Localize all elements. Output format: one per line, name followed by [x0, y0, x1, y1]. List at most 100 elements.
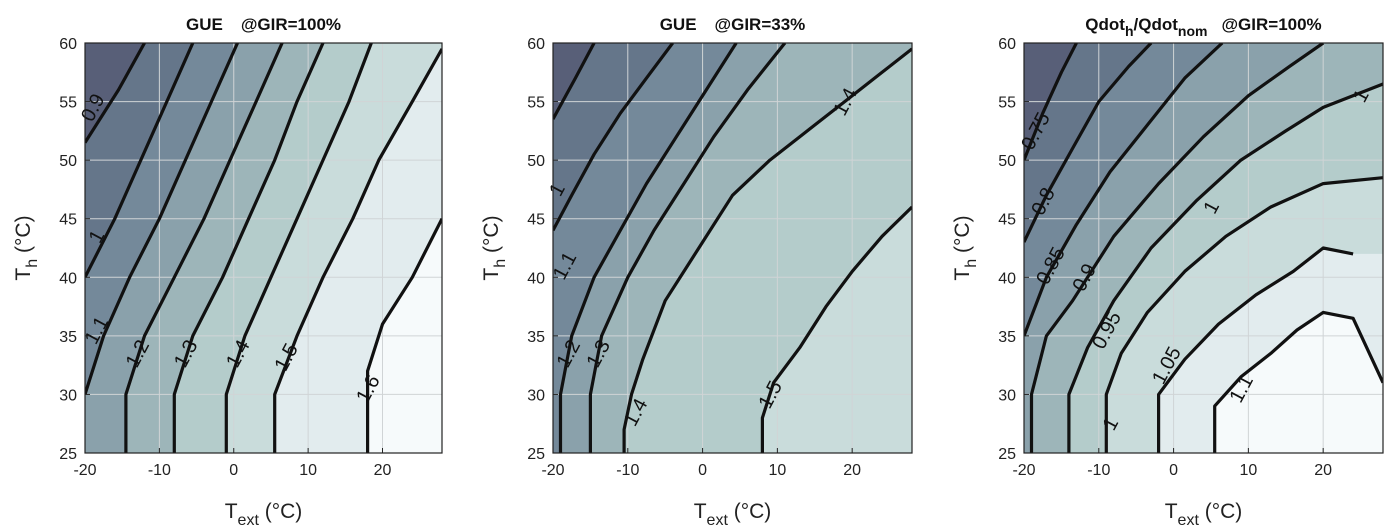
x-label-main: T — [225, 500, 238, 523]
fill-band-3 — [1024, 43, 1383, 336]
fill-band-3 — [85, 43, 442, 395]
axes-frame — [552, 42, 913, 454]
contour-label-main-1: 1 — [85, 227, 110, 247]
contour-lines — [85, 43, 442, 453]
title-quantity: GUE — [186, 15, 223, 34]
contour-line-1_3 — [588, 43, 787, 453]
contour-line-0_9 — [1029, 43, 1325, 453]
x-tick-label: 20 — [843, 462, 861, 479]
y-axis-label: Th (°C) — [12, 215, 41, 280]
contour-label-main-5: 1 — [1200, 197, 1225, 217]
y-axis-label: Th (°C) — [480, 215, 509, 280]
x-label-unit: (°C) — [1199, 500, 1242, 523]
x-tick-label: -20 — [541, 462, 564, 479]
panel-title: Qdoth/Qdotnom @GIR=100% — [1085, 15, 1321, 39]
y-tick-label: 40 — [998, 270, 1016, 287]
y-tick-label: 55 — [998, 95, 1016, 112]
x-axis-label: Text (°C) — [1165, 500, 1243, 529]
x-tick-label: 10 — [1239, 462, 1257, 479]
y-label-unit: (°C) — [480, 215, 503, 258]
contour-line-1_6 — [366, 217, 442, 453]
contour-lines — [1024, 43, 1383, 453]
x-label-sub: ext — [707, 512, 729, 529]
x-tick-label: -20 — [73, 462, 96, 479]
fill-band-1 — [85, 43, 442, 143]
contour-line-0_85 — [1024, 43, 1224, 337]
y-label-unit: (°C) — [12, 215, 35, 258]
panel-title: GUE @GIR=33% — [660, 15, 806, 34]
title-quantity: GUE — [660, 15, 697, 34]
y-tick-label: 25 — [998, 446, 1016, 463]
y-axis-label: Th (°C) — [951, 215, 980, 280]
y-tick-label: 45 — [527, 212, 545, 229]
title-mid: /Qdot — [1134, 15, 1179, 34]
contour-line-1 — [85, 43, 195, 279]
x-tick-label: 10 — [299, 462, 317, 479]
contour-line-1_5 — [760, 205, 912, 453]
y-tick-label: 30 — [527, 387, 545, 404]
contour-label-extra-0: 1 — [1099, 414, 1124, 434]
contour-line-1_1 — [553, 43, 674, 232]
contour-line-1_05 — [1157, 246, 1354, 453]
contour-line-1_4 — [224, 43, 373, 453]
contour-line-0_9 — [85, 43, 146, 144]
x-tick-label: 0 — [1169, 462, 1178, 479]
contour-line-1_3 — [172, 43, 325, 453]
contour-line-1_5 — [273, 48, 442, 453]
contour-line-1_4 — [622, 47, 912, 453]
title-condition: @GIR=100% — [1221, 15, 1321, 34]
contour-lines — [553, 43, 912, 453]
contour-line-1_2 — [558, 43, 738, 453]
x-tick-label: 0 — [229, 462, 238, 479]
contour-fills — [1024, 43, 1383, 453]
y-label-main: T — [951, 268, 974, 281]
y-label-main: T — [480, 268, 503, 281]
x-tick-label: 20 — [1314, 462, 1332, 479]
title-condition: @GIR=100% — [241, 15, 341, 34]
title-quantity: Qdot — [1085, 15, 1125, 34]
x-tick-label: -10 — [616, 462, 639, 479]
y-tick-label: 30 — [59, 387, 77, 404]
y-tick-label: 55 — [527, 95, 545, 112]
y-tick-label: 50 — [527, 153, 545, 170]
contour-line-1_1 — [1213, 310, 1383, 453]
contour-line-1 — [1104, 176, 1383, 453]
y-label-sub: h — [963, 259, 980, 268]
contour-fills — [85, 43, 442, 453]
contour-label-extra-1: 1 — [1349, 86, 1374, 106]
y-label-text: Th (°C) — [12, 215, 41, 280]
y-tick-label: 40 — [527, 270, 545, 287]
y-tick-label: 35 — [527, 329, 545, 346]
title-condition: @GIR=33% — [715, 15, 806, 34]
y-label-unit: (°C) — [951, 215, 974, 258]
x-label-unit: (°C) — [259, 500, 302, 523]
y-tick-label: 55 — [59, 95, 77, 112]
y-tick-label: 60 — [998, 36, 1016, 53]
contour-line-0_75 — [1024, 43, 1078, 161]
x-label-sub: ext — [238, 512, 260, 529]
x-axis-label: Text (°C) — [225, 500, 303, 529]
y-tick-label: 45 — [59, 212, 77, 229]
y-tick-label: 35 — [998, 329, 1016, 346]
x-tick-label: 20 — [374, 462, 392, 479]
contour-line-0_95 — [1067, 82, 1383, 453]
fill-band-1 — [1024, 43, 1383, 161]
axes-frame — [1023, 42, 1384, 454]
y-tick-label: 30 — [998, 387, 1016, 404]
y-tick-label: 25 — [59, 446, 77, 463]
x-tick-label: -20 — [1012, 462, 1035, 479]
x-axis-label: Text (°C) — [694, 500, 772, 529]
title-sub-nom: nom — [1178, 23, 1208, 39]
contour-fills — [553, 43, 912, 453]
y-tick-label: 60 — [527, 36, 545, 53]
fill-band-3 — [553, 43, 912, 453]
y-tick-label: 25 — [527, 446, 545, 463]
fill-band-2 — [553, 43, 912, 231]
x-tick-label: -10 — [1087, 462, 1110, 479]
y-tick-label: 45 — [998, 212, 1016, 229]
x-label-main: T — [1165, 500, 1178, 523]
x-tick-label: 0 — [698, 462, 707, 479]
x-label-sub: ext — [1178, 512, 1200, 529]
